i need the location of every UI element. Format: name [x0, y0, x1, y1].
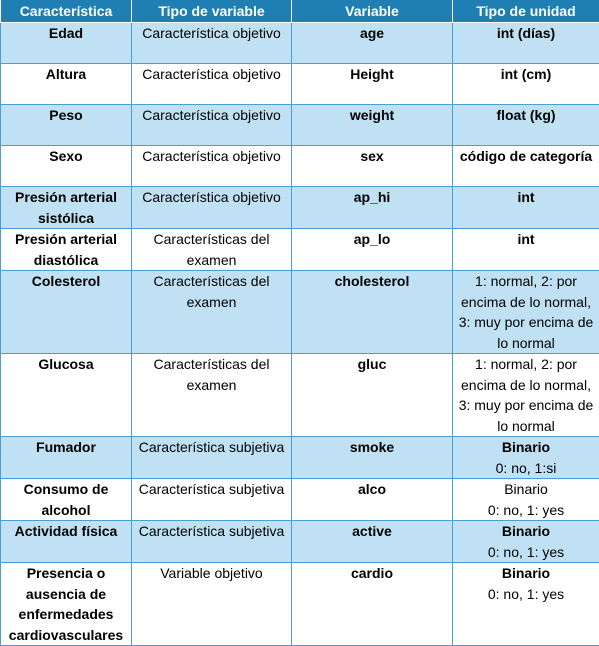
variable-cell: alco	[292, 479, 453, 521]
unit-cell: float (kg)	[453, 105, 599, 146]
table-row: Fumador Característica subjetiva smoke B…	[1, 437, 599, 479]
table-row: Peso Característica objetivo weight floa…	[1, 105, 599, 146]
type-cell: Variable objetivo	[132, 563, 292, 646]
variable-cell: cardio	[292, 563, 453, 646]
feature-cell: Glucosa	[1, 354, 132, 437]
header-type: Tipo de variable	[132, 0, 292, 23]
unit-cell: Binario 0: no, 1: yes	[453, 479, 599, 521]
feature-cell: Presión arterial diastólica	[1, 229, 132, 271]
table-row: Consumo de alcohol Característica subjet…	[1, 479, 599, 521]
type-cell: Característica objetivo	[132, 146, 292, 187]
type-cell: Características del examen	[132, 229, 292, 271]
variable-cell: ap_lo	[292, 229, 453, 271]
table-row: Presión arterial diastólica Característi…	[1, 229, 599, 271]
variable-cell: age	[292, 23, 453, 64]
unit-main-text: Binario	[455, 437, 597, 458]
unit-cell: int (cm)	[453, 64, 599, 105]
variable-cell: gluc	[292, 354, 453, 437]
feature-cell: Peso	[1, 105, 132, 146]
table-row: Presencia o ausencia de enfermedades car…	[1, 563, 599, 646]
feature-cell: Sexo	[1, 146, 132, 187]
table-row: Presión arterial sistólica Característic…	[1, 187, 599, 229]
variable-cell: Height	[292, 64, 453, 105]
unit-sub-text: 0: no, 1: yes	[455, 542, 597, 563]
type-cell: Característica objetivo	[132, 64, 292, 105]
feature-cell: Consumo de alcohol	[1, 479, 132, 521]
unit-sub-text: 0: no, 1: yes	[455, 584, 597, 605]
type-cell: Característica objetivo	[132, 23, 292, 64]
variable-cell: cholesterol	[292, 271, 453, 354]
feature-cell: Actividad física	[1, 521, 132, 563]
type-cell: Característica objetivo	[132, 187, 292, 229]
header-variable: Variable	[292, 0, 453, 23]
type-cell: Característica objetivo	[132, 105, 292, 146]
unit-main-text: Binario	[455, 563, 597, 584]
unit-cell: código de categoría	[453, 146, 599, 187]
type-cell: Característica subjetiva	[132, 479, 292, 521]
table-row: Actividad física Característica subjetiv…	[1, 521, 599, 563]
variable-cell: ap_hi	[292, 187, 453, 229]
variable-cell: sex	[292, 146, 453, 187]
header-row: Característica Tipo de variable Variable…	[1, 0, 599, 23]
unit-cell: Binario 0: no, 1: yes	[453, 563, 599, 646]
unit-main-text: Binario	[455, 521, 597, 542]
table-row: Edad Característica objetivo age int (dí…	[1, 23, 599, 64]
table-row: Colesterol Características del examen ch…	[1, 271, 599, 354]
variable-cell: smoke	[292, 437, 453, 479]
type-cell: Características del examen	[132, 354, 292, 437]
type-cell: Característica subjetiva	[132, 521, 292, 563]
unit-cell: int (días)	[453, 23, 599, 64]
feature-cell: Colesterol	[1, 271, 132, 354]
variable-cell: weight	[292, 105, 453, 146]
feature-cell: Presión arterial sistólica	[1, 187, 132, 229]
type-cell: Característica subjetiva	[132, 437, 292, 479]
variable-cell: active	[292, 521, 453, 563]
type-cell: Características del examen	[132, 271, 292, 354]
unit-sub-text: 0: no, 1: yes	[455, 500, 597, 521]
unit-cell: Binario 0: no, 1:si	[453, 437, 599, 479]
table-row: Glucosa Características del examen gluc …	[1, 354, 599, 437]
feature-cell: Presencia o ausencia de enfermedades car…	[1, 563, 132, 646]
unit-sub-text: 0: no, 1:si	[455, 458, 597, 479]
header-feature: Característica	[1, 0, 132, 23]
unit-cell: 1: normal, 2: por encima de lo normal, 3…	[453, 354, 599, 437]
unit-cell: int	[453, 187, 599, 229]
feature-cell: Altura	[1, 64, 132, 105]
table-row: Altura Característica objetivo Height in…	[1, 64, 599, 105]
feature-cell: Edad	[1, 23, 132, 64]
table-row: Sexo Característica objetivo sex código …	[1, 146, 599, 187]
header-unit: Tipo de unidad	[453, 0, 599, 23]
unit-cell: 1: normal, 2: por encima de lo normal, 3…	[453, 271, 599, 354]
unit-cell: Binario 0: no, 1: yes	[453, 521, 599, 563]
unit-main-text: Binario	[455, 479, 597, 500]
unit-cell: int	[453, 229, 599, 271]
feature-cell: Fumador	[1, 437, 132, 479]
